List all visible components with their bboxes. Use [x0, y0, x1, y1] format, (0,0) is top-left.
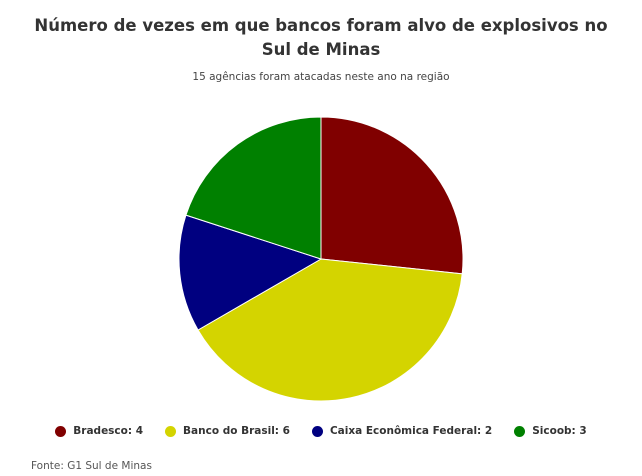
legend-label-caixa: Caixa Econômica Federal: 2 [329, 425, 493, 437]
legend-swatch-caixa [311, 425, 323, 437]
pie-slice-banco-do-brasil[interactable] [197, 258, 463, 402]
legend-item-banco-do-brasil[interactable]: Banco do Brasil: 6 [165, 425, 290, 437]
legend-swatch-bradesco [55, 425, 67, 437]
legend-item-sicoob[interactable]: Sicoob: 3 [514, 425, 587, 437]
chart-subtitle: 15 agências foram atacadas neste ano na … [192, 71, 450, 83]
chart-title: Número de vezes em que bancos foram alvo… [34, 16, 608, 59]
legend-label-banco-do-brasil: Banco do Brasil: 6 [183, 425, 290, 437]
pie-slices [178, 116, 464, 402]
legend-item-caixa[interactable]: Caixa Econômica Federal: 2 [311, 425, 493, 437]
legend-label-sicoob: Sicoob: 3 [532, 425, 587, 437]
pie-slice-bradesco[interactable] [320, 116, 464, 275]
pie-slice-sicoob[interactable] [185, 116, 322, 260]
legend: Bradesco: 4 Banco do Brasil: 6 Caixa Eco… [0, 425, 642, 437]
source-note: Fonte: G1 Sul de Minas [31, 460, 152, 472]
pie-slice-caixa-econ-mica-federal[interactable] [178, 214, 323, 331]
legend-swatch-sicoob [514, 425, 526, 437]
legend-item-bradesco[interactable]: Bradesco: 4 [55, 425, 143, 437]
legend-label-bradesco: Bradesco: 4 [73, 425, 144, 437]
legend-swatch-banco-do-brasil [165, 425, 177, 437]
